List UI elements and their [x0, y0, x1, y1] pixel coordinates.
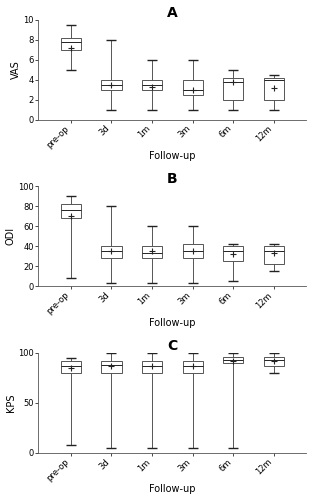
PathPatch shape	[101, 80, 122, 90]
Y-axis label: ODI: ODI	[6, 227, 16, 246]
PathPatch shape	[101, 246, 122, 258]
PathPatch shape	[61, 204, 81, 218]
PathPatch shape	[223, 357, 243, 363]
PathPatch shape	[142, 361, 162, 373]
PathPatch shape	[223, 246, 243, 262]
PathPatch shape	[101, 361, 122, 373]
PathPatch shape	[61, 38, 81, 50]
PathPatch shape	[183, 80, 203, 94]
PathPatch shape	[183, 244, 203, 258]
X-axis label: Follow-up: Follow-up	[149, 484, 196, 494]
Y-axis label: KPS: KPS	[6, 394, 16, 412]
Title: B: B	[167, 172, 178, 186]
Title: A: A	[167, 6, 178, 20]
X-axis label: Follow-up: Follow-up	[149, 318, 196, 328]
PathPatch shape	[61, 361, 81, 373]
PathPatch shape	[142, 246, 162, 258]
PathPatch shape	[264, 357, 284, 366]
X-axis label: Follow-up: Follow-up	[149, 151, 196, 161]
PathPatch shape	[264, 246, 284, 264]
PathPatch shape	[264, 78, 284, 100]
PathPatch shape	[142, 80, 162, 90]
Y-axis label: VAS: VAS	[11, 60, 21, 79]
PathPatch shape	[183, 361, 203, 373]
Title: C: C	[167, 339, 178, 353]
PathPatch shape	[223, 78, 243, 100]
